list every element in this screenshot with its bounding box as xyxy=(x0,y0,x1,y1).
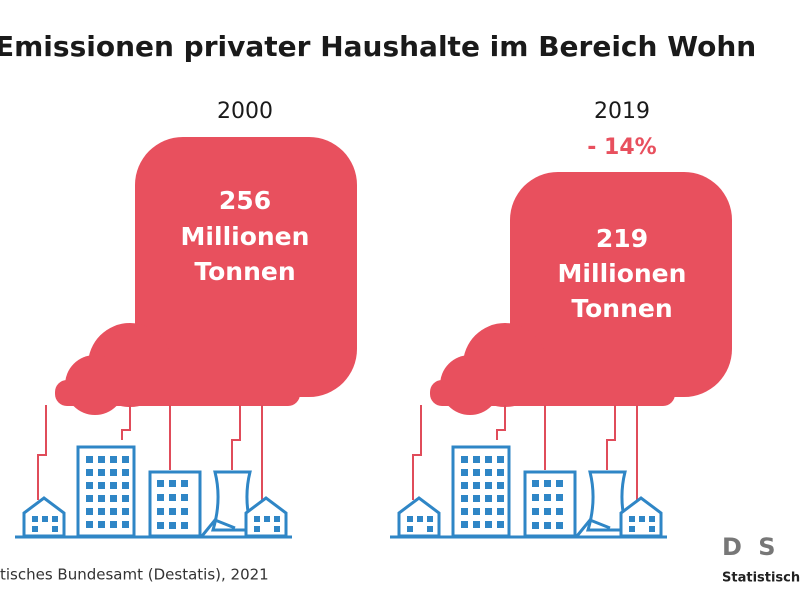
year: 2019 xyxy=(594,99,650,124)
source: tisches Bundesamt (Destatis), 2021 xyxy=(0,566,269,584)
year: 2000 xyxy=(217,99,273,124)
title: Emissionen privater Haushalte im Bereich… xyxy=(0,30,756,63)
change: - 14% xyxy=(587,135,656,160)
unit: Millionen xyxy=(181,222,310,251)
value: 219 xyxy=(596,224,648,253)
cloud xyxy=(55,137,357,415)
buildings xyxy=(390,405,667,537)
unit: Millionen xyxy=(558,259,687,288)
unit: Tonnen xyxy=(571,294,672,323)
logo-text: Statistische xyxy=(722,571,800,586)
logo-mark: D S xyxy=(722,533,780,561)
unit: Tonnen xyxy=(194,257,295,286)
buildings xyxy=(15,405,292,537)
value: 256 xyxy=(219,186,271,215)
cloud xyxy=(430,172,732,415)
